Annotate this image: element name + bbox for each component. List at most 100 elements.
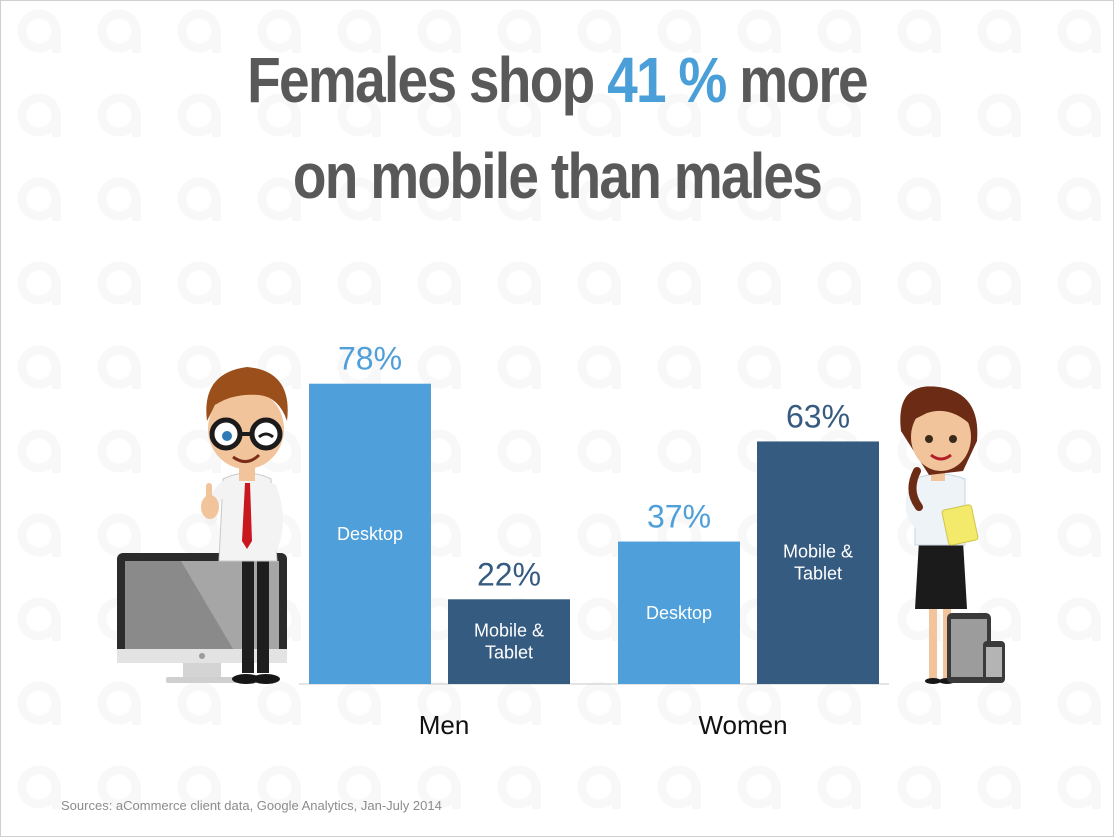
watermark-glyph	[337, 261, 381, 305]
watermark-glyph	[17, 261, 61, 305]
watermark-glyph	[817, 177, 861, 221]
watermark-glyph	[257, 681, 301, 725]
watermark-glyph	[337, 765, 381, 809]
watermark-glyph	[97, 9, 141, 53]
watermark-glyph	[417, 345, 461, 389]
watermark-glyph	[577, 93, 621, 137]
bar-series-label: Desktop	[646, 603, 712, 623]
watermark-glyph	[737, 681, 781, 725]
watermark-glyph	[657, 765, 701, 809]
watermark-glyph	[97, 261, 141, 305]
watermark-glyph	[737, 93, 781, 137]
watermark-glyph	[17, 597, 61, 641]
watermark-glyph	[577, 261, 621, 305]
watermark-glyph	[897, 681, 941, 725]
phone-illustration	[983, 641, 1005, 683]
title-line-1: Females shop 41 % more	[79, 43, 1035, 117]
watermark-glyph	[497, 681, 541, 725]
watermark-glyph	[897, 261, 941, 305]
value-label: 78%	[338, 341, 402, 377]
watermark-glyph	[257, 765, 301, 809]
watermark-glyph	[257, 9, 301, 53]
title-highlight: 41 %	[607, 44, 727, 116]
watermark-glyph	[1057, 681, 1101, 725]
watermark-glyph	[497, 261, 541, 305]
watermark-glyph	[577, 513, 621, 557]
bar-series-label: Desktop	[337, 524, 403, 544]
watermark-glyph	[417, 93, 461, 137]
watermark-glyph	[577, 765, 621, 809]
watermark-glyph	[97, 513, 141, 557]
watermark-glyph	[177, 765, 221, 809]
watermark-glyph	[897, 93, 941, 137]
watermark-glyph	[257, 177, 301, 221]
watermark-glyph	[657, 9, 701, 53]
watermark-glyph	[497, 93, 541, 137]
watermark-glyph	[1057, 429, 1101, 473]
watermark-glyph	[177, 9, 221, 53]
watermark-glyph	[17, 681, 61, 725]
watermark-glyph	[497, 345, 541, 389]
watermark-glyph	[417, 765, 461, 809]
watermark-glyph	[17, 93, 61, 137]
watermark-glyph	[817, 681, 861, 725]
watermark-glyph	[977, 681, 1021, 725]
watermark-glyph	[257, 93, 301, 137]
watermark-glyph	[177, 681, 221, 725]
watermark-glyph	[737, 261, 781, 305]
watermark-glyph	[817, 93, 861, 137]
watermark-glyph	[417, 9, 461, 53]
watermark-glyph	[977, 345, 1021, 389]
watermark-glyph	[657, 93, 701, 137]
watermark-glyph	[1057, 177, 1101, 221]
watermark-glyph	[897, 177, 941, 221]
watermark-glyph	[417, 177, 461, 221]
value-label: 37%	[647, 499, 711, 535]
watermark-glyph	[337, 177, 381, 221]
watermark-glyph	[97, 93, 141, 137]
watermark-glyph	[817, 765, 861, 809]
watermark-glyph	[257, 261, 301, 305]
watermark-glyph	[497, 429, 541, 473]
watermark-glyph	[177, 93, 221, 137]
watermark-glyph	[417, 261, 461, 305]
watermark-glyph	[1057, 597, 1101, 641]
watermark-glyph	[1057, 93, 1101, 137]
watermark-glyph	[977, 9, 1021, 53]
bar-series-label: Tablet	[794, 564, 842, 584]
bar-series-label: Mobile &	[783, 542, 853, 562]
watermark-glyph	[737, 177, 781, 221]
watermark-glyph	[897, 765, 941, 809]
watermark-glyph	[577, 345, 621, 389]
watermark-glyph	[1057, 261, 1101, 305]
bar-series-label: Tablet	[485, 643, 533, 663]
watermark-glyph	[97, 681, 141, 725]
watermark-glyph	[657, 261, 701, 305]
watermark-glyph	[337, 93, 381, 137]
bar-men-mobile	[448, 599, 570, 684]
watermark-glyph	[737, 765, 781, 809]
watermark-glyph	[97, 345, 141, 389]
bar-women-mobile	[757, 441, 879, 684]
man-illustration	[201, 367, 288, 684]
watermark-glyph	[1057, 513, 1101, 557]
tablet-illustration	[947, 613, 991, 683]
watermark-glyph	[1057, 345, 1101, 389]
watermark-glyph	[17, 177, 61, 221]
watermark-glyph	[177, 177, 221, 221]
title-line-2: on mobile than males	[292, 140, 823, 212]
watermark-glyph	[177, 513, 221, 557]
category-label-women: Women	[698, 710, 787, 740]
watermark-glyph	[817, 9, 861, 53]
watermark-glyph	[177, 345, 221, 389]
watermark-glyph	[337, 9, 381, 53]
category-label-men: Men	[419, 710, 470, 740]
watermark-glyph	[97, 765, 141, 809]
watermark-glyph	[577, 9, 621, 53]
title-text-end: more	[725, 44, 868, 116]
title-text-start: Females shop	[247, 44, 608, 116]
watermark-glyph	[17, 765, 61, 809]
watermark-glyph	[17, 9, 61, 53]
watermark-glyph	[577, 429, 621, 473]
